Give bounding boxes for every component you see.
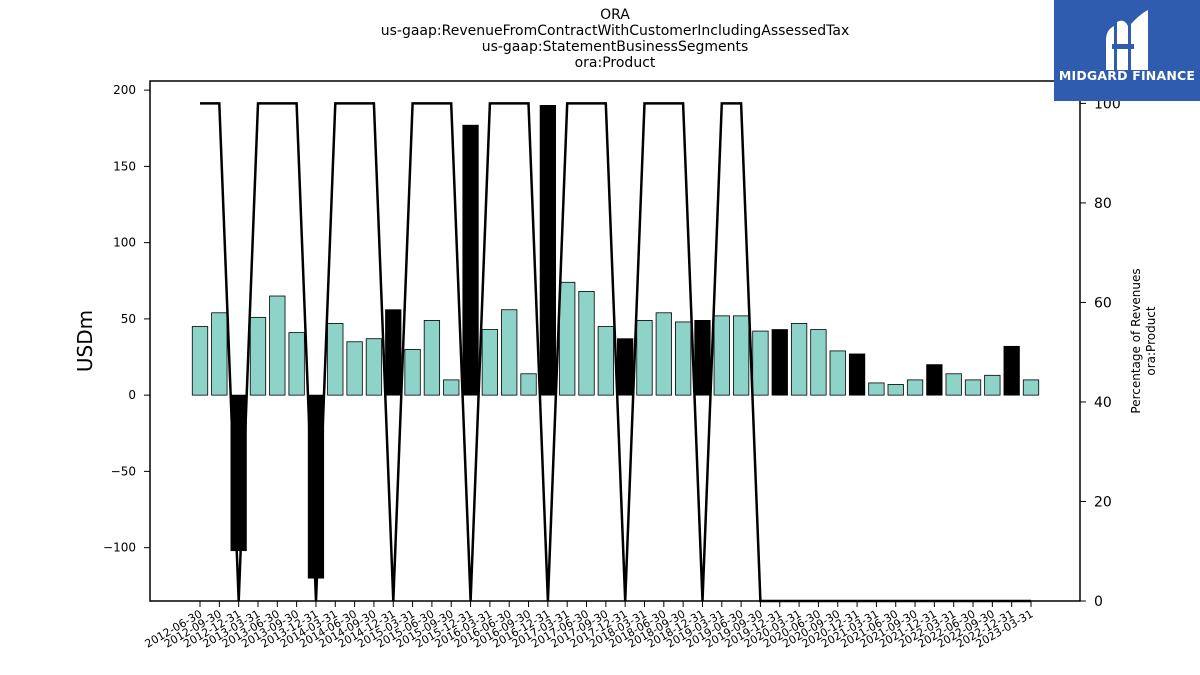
percentage-line [200,102,1031,603]
midgard-finance-logo: MIDGARD FINANCE [1054,0,1200,101]
bar-2014-09-30 [365,338,383,396]
y2-tick-label: 0 [1094,594,1103,610]
y-tick-label: 0 [128,388,136,402]
bar-2021-12-31 [926,364,943,396]
bar-2012-09-30 [211,312,228,396]
bar-2021-03-31 [868,382,885,396]
bar-2022-03-31 [945,373,962,396]
bar-2013-06-30 [269,295,286,396]
y-tick-label: 50 [121,312,136,326]
bar-2019-03-31 [713,315,730,396]
chart-title-line-1: ORA [600,7,630,23]
percentage-line-series [200,102,1031,603]
y2-axis-label-line-2: ora:Product [1144,306,1158,376]
y2-axis-label-line-1: Percentage of Revenues [1129,268,1143,413]
bar-2016-03-31 [481,329,499,396]
bar-2018-12-31 [694,320,711,396]
logo-text: MIDGARD FINANCE [1058,68,1196,83]
bar-2015-09-30 [443,379,460,396]
bar-2022-12-31 [1003,345,1020,396]
y-tick-label: −50 [111,464,136,478]
bar-2016-06-30 [501,309,518,396]
y-axis-label: USDm [73,310,97,372]
bar-2017-09-30 [597,326,614,396]
bar-2022-06-30 [964,379,982,396]
bar-2019-12-31 [771,329,788,396]
bar-2018-06-30 [655,312,672,396]
bar-2020-09-30 [829,350,846,396]
bar-2020-12-31 [848,353,866,396]
logo-mark-icon [1106,10,1148,71]
bar-2018-03-31 [636,320,653,396]
y2-tick-label: 80 [1094,196,1112,212]
y-tick-label: 200 [113,83,136,97]
y-tick-label: 100 [113,236,136,250]
chart-title-line-3: us-gaap:StatementBusinessSegments [481,39,749,55]
bar-2015-03-31 [404,348,421,396]
y2-tick-label: 20 [1094,494,1112,510]
bar-2012-06-30 [191,326,209,396]
y2-tick-label: 60 [1094,295,1112,311]
x-axis: 2012-06-302012-09-302012-12-312013-03-31… [143,601,1036,651]
bar-2019-09-30 [752,330,769,396]
plot-frame [149,80,1081,602]
chart-title-line-2: us-gaap:RevenueFromContractWithCustomerI… [380,23,850,39]
bar-2020-03-31 [790,323,808,396]
bar-2014-06-30 [346,341,363,396]
y-axis-left: −100 −50 0 50 100 150 200 [103,83,150,555]
bar-2018-09-30 [675,321,692,396]
bar-2017-03-31 [559,281,576,396]
y-tick-label: −100 [103,541,136,555]
chart-title-line-4: ora:Product [574,55,656,71]
bar-2021-06-30 [887,384,904,396]
bar-2020-06-30 [810,329,827,396]
bar-2014-12-31 [385,309,402,396]
bar-2017-06-30 [578,291,595,396]
y2-tick-label: 40 [1094,395,1112,411]
y-tick-label: 150 [113,159,136,173]
bar-2019-06-30 [732,315,750,396]
bar-2023-03-31 [1022,379,1040,396]
bar-2015-06-30 [423,320,441,396]
bar-2016-12-31 [539,104,556,396]
bar-2021-09-30 [906,379,924,396]
bar-2017-12-31 [617,338,634,396]
bar-2013-09-30 [288,332,305,396]
bar-2014-03-31 [327,323,344,396]
bar-2016-09-30 [520,373,537,396]
bar-2015-12-31 [462,124,479,396]
bar-2013-03-31 [249,316,267,396]
bar-2022-09-30 [984,374,1001,396]
